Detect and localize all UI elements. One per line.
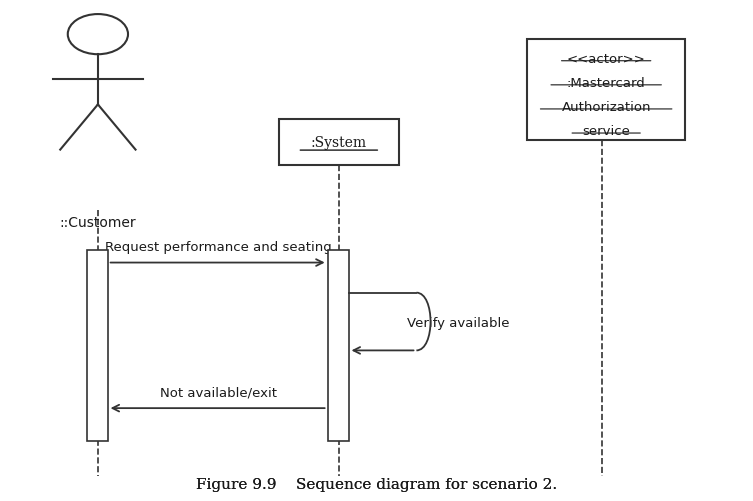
Text: :System: :System xyxy=(311,136,367,150)
FancyBboxPatch shape xyxy=(279,120,399,165)
Text: <<actor>>: <<actor>> xyxy=(567,53,645,66)
Text: Not available/exit: Not available/exit xyxy=(160,385,277,398)
Text: ::Customer: ::Customer xyxy=(59,215,136,229)
Text: :Mastercard: :Mastercard xyxy=(567,77,645,90)
Bar xyxy=(328,250,349,441)
Text: Figure 9.9    Sequence diagram for scenario 2.: Figure 9.9 Sequence diagram for scenario… xyxy=(196,477,557,491)
Text: Authorization: Authorization xyxy=(562,101,651,114)
Text: Verify available: Verify available xyxy=(407,317,509,330)
FancyBboxPatch shape xyxy=(527,40,685,140)
Bar xyxy=(87,250,108,441)
Text: service: service xyxy=(582,125,630,138)
Text: Figure 9.9    Sequence diagram for scenario 2.: Figure 9.9 Sequence diagram for scenario… xyxy=(196,477,557,491)
Text: Request performance and seating: Request performance and seating xyxy=(105,240,332,253)
